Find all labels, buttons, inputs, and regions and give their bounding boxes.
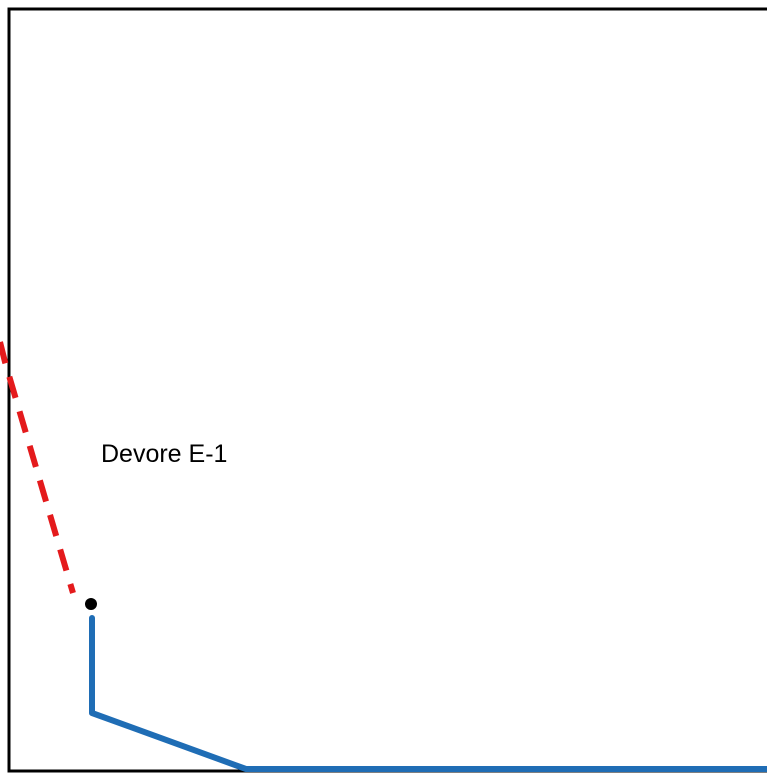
devore-label: Devore E-1 <box>101 440 228 468</box>
solid-path <box>89 615 767 772</box>
frame-border <box>7 7 767 773</box>
junction-marker <box>85 598 97 610</box>
dashed-path <box>0 341 76 594</box>
